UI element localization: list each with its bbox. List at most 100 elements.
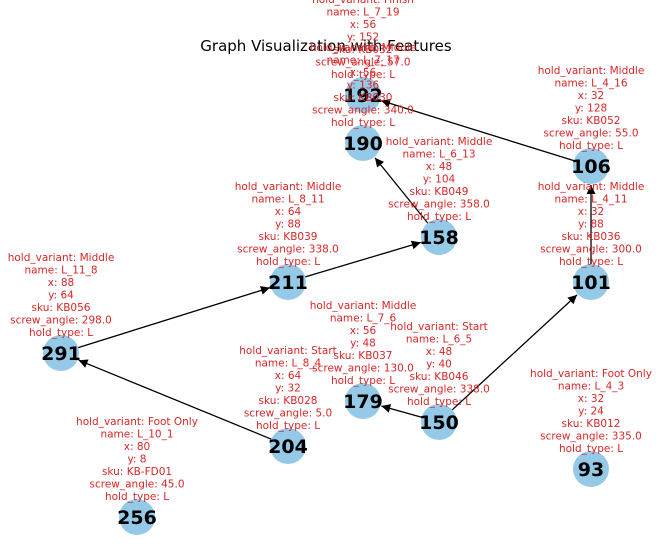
node-attributes-158: hold_variant: Middle name: L_6_13 x: 48 y: … [386,136,493,223]
graph-node-150[interactable]: 150 [419,404,459,440]
node-id-label: 101 [571,272,611,294]
attribute-line: name: L_4_11 [554,194,627,206]
node-id-label: 256 [117,507,157,529]
attribute-line: screw_angle: 340.0 [312,105,414,117]
attribute-line: sku: KB028 [259,395,318,407]
node-id-label: 291 [41,343,81,365]
node-circle [43,335,79,371]
attribute-line: hold_variant: Middle [235,181,342,193]
attribute-line: screw_angle: 298.0 [10,315,112,327]
attribute-line: sku: KB036 [562,231,621,243]
node-circle [270,264,306,300]
attribute-line: y: 152 [347,32,379,44]
attribute-line: screw_angle: 358.0 [388,199,490,211]
node-id-label: 190 [343,133,383,155]
graph-node-93[interactable]: 93 [573,451,609,487]
attribute-line: hold_variant: Foot Only [530,368,652,380]
attribute-line: screw_angle: 45.0 [89,479,184,491]
node-attributes-179: hold_variant: Middle name: L_7_6 x: 56 y: 4… [310,300,417,387]
attribute-line: screw_angle: 300.0 [540,244,642,256]
attribute-line: screw_angle: 130.0 [312,363,414,375]
node-id-label: 93 [578,459,604,481]
attribute-line: screw_angle: 5.0 [244,408,332,420]
edge-158-to-190 [374,157,429,224]
node-circle [270,428,306,464]
node-id-label: 179 [343,391,383,413]
node-attributes-106: hold_variant: Middle name: L_4_16 x: 32 y: … [538,65,645,152]
attribute-line: hold_variant: Middle [386,136,493,148]
graph-node-204[interactable]: 204 [268,428,308,464]
edge-106-to-192 [380,99,575,162]
attribute-line: screw_angle: 55.0 [543,128,638,140]
attribute-line: name: L_6_13 [402,149,475,161]
node-attributes-291: hold_variant: Middle name: L_11_8 x: 88 y: … [8,252,115,339]
node-id-label: 158 [419,227,459,249]
attribute-line: x: 64 [275,370,302,382]
attribute-line: x: 56 [350,67,377,79]
attribute-line: y: 64 [48,290,74,302]
edge-211-to-158 [305,240,421,278]
attribute-line: x: 56 [350,19,377,31]
node-attributes-256: hold_variant: Foot Only name: L_10_1 x: 80… [76,416,198,503]
figure-title: Graph Visualization with Features [200,37,452,55]
node-circle [119,499,155,535]
graph-node-158[interactable]: 158 [419,219,459,255]
attribute-line: name: L_10_1 [100,429,173,441]
attribute-line: sku: KB049 [410,186,469,198]
attribute-line: name: L_4_3 [558,381,624,393]
attribute-line: x: 64 [275,206,302,218]
graph-node-190[interactable]: 190 [343,125,383,161]
attribute-line: hold_type: L [331,117,395,129]
graph-node-179[interactable]: 179 [343,383,383,419]
attribute-line: y: 48 [350,338,376,350]
node-attributes-192: hold_variant: Finish name: L_7_19 x: 56 y: … [312,0,414,81]
attribute-line: y: 104 [423,174,456,186]
attribute-line: sku: KB039 [259,231,318,243]
node-circle [421,404,457,440]
attribute-line: name: L_8_11 [251,194,324,206]
attribute-line: hold_type: L [29,327,93,339]
graph-node-101[interactable]: 101 [571,264,611,300]
attribute-line: hold_type: L [256,256,320,268]
attribute-line: hold_type: L [407,211,471,223]
node-circle [421,219,457,255]
attribute-line: hold_variant: Middle [8,252,115,264]
node-attributes-101: hold_variant: Middle name: L_4_11 x: 32 y: … [538,181,645,268]
attribute-line: x: 32 [578,90,604,102]
node-circle [345,77,381,113]
attribute-line: name: L_8_4 [255,358,322,370]
graph-node-211[interactable]: 211 [268,264,308,300]
attribute-line: sku: KB056 [32,302,91,314]
attribute-line: hold_variant: Middle [310,42,417,54]
attribute-line: y: 136 [347,80,380,92]
attribute-line: x: 88 [48,277,74,289]
attribute-line: hold_type: L [407,396,471,408]
attribute-line: sku: KB012 [562,418,621,430]
attribute-line: x: 80 [124,441,150,453]
attribute-line: sku: KB-FD01 [102,466,172,478]
attribute-line: sku: KB052 [562,115,621,127]
graph-node-192[interactable]: 192 [343,77,383,113]
graph-node-291[interactable]: 291 [41,335,81,371]
attribute-line: x: 32 [578,393,604,405]
graph-node-106[interactable]: 106 [571,148,611,184]
attribute-line: y: 8 [127,454,146,466]
attribute-line: x: 56 [350,325,377,337]
attribute-line: sku: KB037 [334,350,393,362]
attribute-line: name: L_11_8 [24,265,97,277]
node-attributes-93: hold_variant: Foot Only name: L_4_3 x: 32 y… [530,368,652,455]
graph-node-256[interactable]: 256 [117,499,157,535]
attribute-line: hold_type: L [105,491,169,503]
attribute-line: hold_variant: Middle [538,181,645,193]
node-id-label: 211 [268,272,308,294]
node-id-label: 192 [343,85,383,107]
attribute-line: y: 128 [575,103,607,115]
attribute-line: y: 32 [275,383,301,395]
node-id-label: 204 [268,436,308,458]
attribute-line: hold_type: L [256,420,320,432]
attribute-line: sku: KB032 [334,44,393,56]
attribute-line: hold_variant: Middle [538,65,645,77]
attribute-line: y: 88 [275,219,301,231]
attribute-line: hold_type: L [331,69,395,81]
